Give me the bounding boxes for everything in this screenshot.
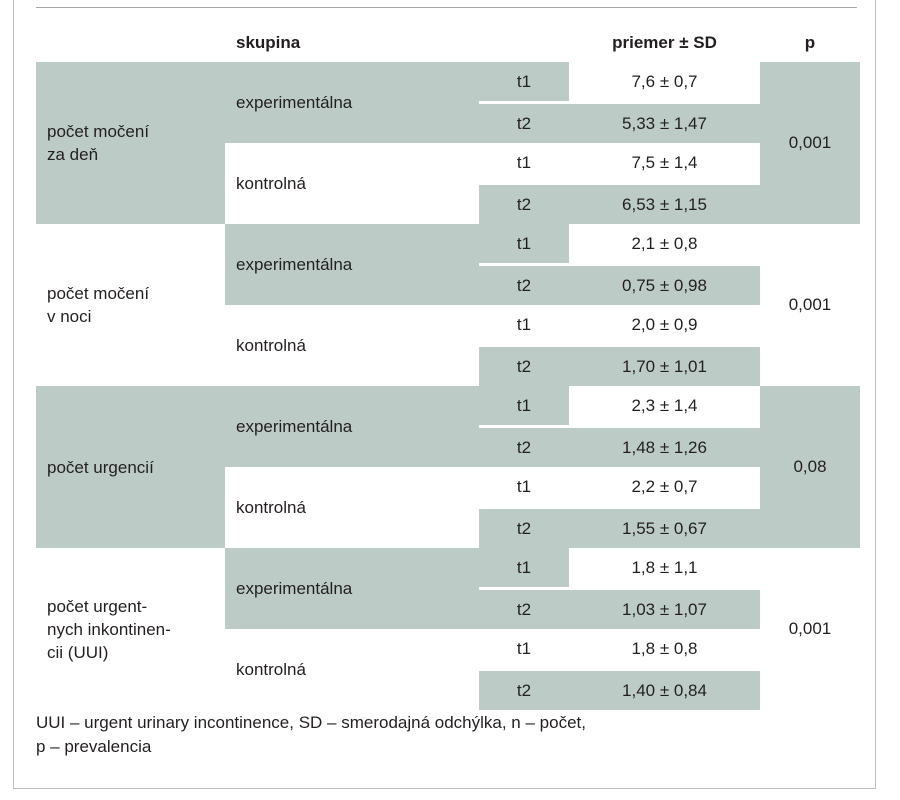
mean-value: 2,3 ± 1,4 [631,395,698,415]
time-label: t2 [479,668,569,710]
table-row: t2 6,53 ± 1,15 [36,182,860,224]
time-label: t1 [516,314,532,334]
group-label: kontrolná [236,497,306,517]
time-label: t2 [479,425,569,467]
time-label: t1 [516,476,532,496]
table-row: t2 1,70 ± 1,01 [36,344,860,386]
measure-label: počet močení v noci [36,224,225,386]
mean-value: 1,8 ± 0,8 [631,638,698,658]
group-label: kontrolná [236,335,306,355]
header-time [479,24,569,62]
p-value: 0,08 [760,386,860,548]
mean-value: 6,53 ± 1,15 [569,182,760,224]
time-label: t1 [516,152,532,172]
table-row: t2 1,40 ± 0,84 [36,668,860,710]
table-row: kontrolná t1 1,8 ± 0,8 [36,629,860,679]
measure-line: počet močení [47,122,150,141]
header-mean: priemer ± SD [612,33,717,52]
table-row: t2 5,33 ± 1,47 [36,101,860,143]
mean-value: 1,40 ± 0,84 [569,668,760,710]
p-value: 0,001 [788,619,832,638]
measure-line: počet močení [47,284,150,303]
table-row: kontrolná t1 7,5 ± 1,4 [36,143,860,193]
measure-label: počet močení za deň [36,62,225,224]
time-label: t2 [479,182,569,224]
table-row: počet močení za deň experimentálna t1 7,… [36,62,860,224]
mean-value: 1,48 ± 1,26 [569,425,760,467]
table-row: t2 1,55 ± 0,67 [36,506,860,548]
table-row: t2 1,03 ± 1,07 [36,587,860,629]
group-label: experimentálna [225,62,479,143]
measure-line: za deň [47,145,99,164]
time-label: t1 [479,62,569,103]
measure-line: nych inkontinen- [47,619,171,639]
mean-value: 1,55 ± 0,67 [569,506,760,548]
results-table: skupina priemer ± SD p počet močení za d… [36,24,860,710]
time-label: t2 [479,587,569,629]
header-row: skupina priemer ± SD p [36,24,860,62]
table-row: t2 0,75 ± 0,98 [36,263,860,305]
measure-label: počet urgencií [36,386,225,548]
group-label: experimentálna [225,386,479,467]
measure-line: v noci [47,307,92,326]
table-row: počet urgent- nych inkontinen- cii (UUI)… [36,548,860,662]
mean-value: 2,2 ± 0,7 [631,476,698,496]
footnote: UUI – urgent urinary incontinence, SD – … [36,711,856,759]
mean-value: 7,5 ± 1,4 [631,152,698,172]
time-label: t1 [516,638,532,658]
time-label: t1 [479,224,569,265]
mean-value: 0,75 ± 0,98 [569,263,760,305]
mean-value: 5,33 ± 1,47 [569,101,760,143]
mean-value: 2,0 ± 0,9 [631,314,698,334]
p-value: 0,001 [760,62,860,224]
table-row: počet močení v noci experimentálna t1 2,… [36,224,860,326]
measure-line: počet urgent- [47,596,148,616]
measure-line: cii (UUI) [47,642,109,662]
time-label: t1 [479,548,569,589]
mean-value: 1,70 ± 1,01 [569,344,760,386]
group-label: kontrolná [236,659,306,679]
table-row: t2 1,48 ± 1,26 [36,425,860,467]
footnote-line: p – prevalencia [36,737,152,756]
mean-value: 1,8 ± 1,1 [631,557,698,577]
table-row: kontrolná t1 2,0 ± 0,9 [36,305,860,355]
time-label: t2 [479,506,569,548]
time-label: t2 [479,344,569,386]
group-label: experimentálna [225,548,479,629]
header-measure [36,24,225,62]
time-label: t2 [479,263,569,305]
p-value: 0,001 [788,295,832,314]
table-row: počet urgencií experimentálna t1 2,3 ± 1… [36,386,860,548]
mean-value: 1,03 ± 1,07 [569,587,760,629]
header-group: skupina [236,33,301,52]
measure-label: počet urgent- nych inkontinen- cii (UUI) [36,548,225,710]
table-frame [13,0,876,789]
group-label: kontrolná [236,173,306,193]
mean-value: 2,1 ± 0,8 [631,233,698,253]
time-label: t1 [479,386,569,427]
group-label: experimentálna [225,224,479,305]
footnote-line: UUI – urgent urinary incontinence, SD – … [36,713,586,732]
header-p: p [804,33,816,52]
time-label: t2 [479,101,569,143]
mean-value: 7,6 ± 0,7 [631,71,698,91]
top-rule [36,7,857,8]
table-row: kontrolná t1 2,2 ± 0,7 [36,467,860,517]
measure-line: počet urgencií [47,457,154,477]
